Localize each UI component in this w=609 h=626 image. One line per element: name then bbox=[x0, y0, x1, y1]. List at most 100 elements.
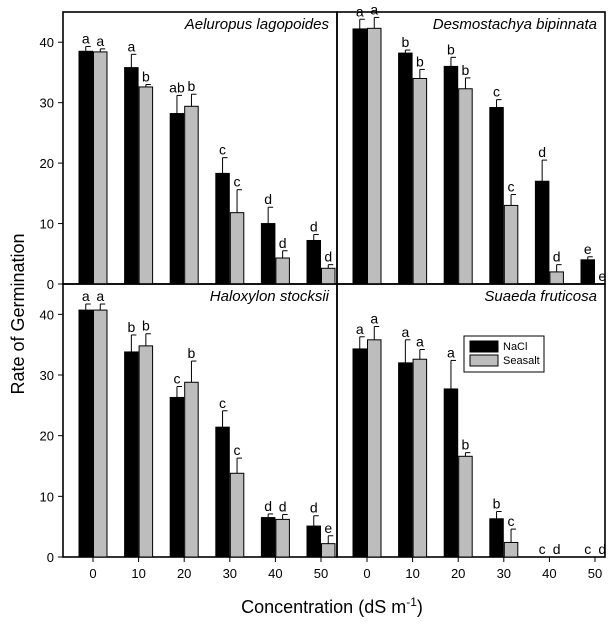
y-axis-title: Rate of Germination bbox=[8, 233, 28, 394]
bar-nacl bbox=[398, 52, 413, 285]
x-tick-label: 40 bbox=[542, 566, 556, 581]
bar-seasalt bbox=[275, 257, 290, 285]
significance-letter: a bbox=[96, 33, 104, 49]
significance-letter: c bbox=[493, 84, 500, 100]
bar-seasalt bbox=[367, 339, 382, 558]
bar-nacl bbox=[398, 362, 413, 558]
y-tick-label: 0 bbox=[47, 277, 54, 292]
significance-letter: b bbox=[142, 69, 150, 85]
significance-letter: a bbox=[370, 1, 378, 17]
x-tick-label: 50 bbox=[588, 566, 602, 581]
bar-nacl bbox=[489, 107, 504, 285]
significance-letter: b bbox=[142, 318, 150, 334]
legend-label-seasalt: Seasalt bbox=[503, 355, 540, 367]
bar-nacl bbox=[443, 65, 459, 285]
significance-letter: a bbox=[401, 324, 409, 340]
bar-seasalt bbox=[229, 472, 245, 558]
significance-letter: d bbox=[538, 144, 546, 160]
x-axis-title-text: Concentration (dS m bbox=[241, 597, 406, 617]
bar-seasalt bbox=[138, 86, 154, 285]
bar-nacl bbox=[352, 348, 367, 558]
bar-seasalt bbox=[93, 309, 108, 558]
x-tick-label: 10 bbox=[405, 566, 419, 581]
significance-letter: d bbox=[324, 249, 332, 265]
significance-letter: c bbox=[584, 541, 591, 557]
bar-nacl bbox=[534, 180, 550, 285]
bar-nacl bbox=[78, 309, 93, 558]
significance-letter: b bbox=[416, 53, 424, 69]
bar-nacl bbox=[306, 525, 321, 558]
panel-title: Desmostachya bipinnata bbox=[433, 16, 597, 33]
significance-letter: c bbox=[173, 371, 180, 387]
y-tick-label: 20 bbox=[40, 429, 54, 444]
significance-letter: d bbox=[264, 498, 272, 514]
significance-letter: d bbox=[553, 541, 561, 557]
x-tick-label: 30 bbox=[223, 566, 237, 581]
x-axis-title-end: ) bbox=[417, 597, 423, 617]
y-tick-label: 20 bbox=[40, 156, 54, 171]
x-tick-label: 50 bbox=[314, 566, 328, 581]
panel-title: Haloxylon stocksii bbox=[210, 288, 330, 305]
x-tick-label: 20 bbox=[177, 566, 191, 581]
significance-letter: c bbox=[219, 142, 226, 158]
significance-letter: d bbox=[279, 235, 287, 251]
significance-letter: d bbox=[310, 218, 318, 234]
bar-nacl bbox=[169, 113, 185, 285]
significance-letter: c bbox=[234, 174, 241, 190]
legend-label-nacl: NaCl bbox=[503, 341, 527, 353]
x-axis-title-sup: -1 bbox=[406, 595, 417, 609]
bar-nacl bbox=[352, 28, 367, 285]
bar-nacl bbox=[169, 396, 185, 558]
bar-seasalt bbox=[275, 518, 290, 558]
significance-letter: a bbox=[82, 30, 90, 46]
y-tick-label: 30 bbox=[40, 368, 54, 383]
bar-seasalt bbox=[503, 204, 519, 285]
bar-nacl bbox=[443, 388, 459, 558]
panel-title: Suaeda fruticosa bbox=[484, 288, 597, 305]
bar-seasalt bbox=[549, 271, 564, 285]
bar-nacl bbox=[489, 518, 504, 558]
y-tick-label: 10 bbox=[40, 217, 54, 232]
significance-letter: a bbox=[356, 321, 364, 337]
x-tick-label: 0 bbox=[89, 566, 96, 581]
y-tick-label: 10 bbox=[40, 489, 54, 504]
bar-seasalt bbox=[321, 267, 336, 285]
significance-letter: d bbox=[264, 191, 272, 207]
x-tick-label: 0 bbox=[363, 566, 370, 581]
significance-letter: b bbox=[401, 34, 409, 50]
legend-swatch-nacl bbox=[469, 340, 499, 353]
significance-letter: ab bbox=[169, 79, 185, 95]
significance-letter: b bbox=[462, 62, 470, 78]
significance-letter: a bbox=[416, 334, 424, 350]
significance-letter: b bbox=[447, 41, 455, 57]
significance-letter: a bbox=[356, 3, 364, 19]
y-tick-label: 40 bbox=[40, 35, 54, 50]
bar-seasalt bbox=[412, 77, 428, 285]
bar-nacl bbox=[215, 426, 230, 558]
panel-title: Aeluropus lagopoides bbox=[184, 16, 330, 33]
significance-letter: b bbox=[188, 345, 196, 361]
significance-letter: e bbox=[324, 520, 332, 536]
significance-letter: c bbox=[508, 179, 515, 195]
legend: NaCl Seasalt bbox=[463, 335, 545, 373]
bar-seasalt bbox=[184, 381, 199, 558]
significance-letter: a bbox=[82, 288, 90, 304]
bar-nacl bbox=[260, 223, 276, 285]
bar-seasalt bbox=[412, 358, 428, 558]
significance-letter: e bbox=[584, 241, 592, 257]
y-tick-label: 30 bbox=[40, 96, 54, 111]
significance-letter: a bbox=[370, 310, 378, 326]
bar-seasalt bbox=[458, 88, 473, 285]
significance-letter: c bbox=[508, 513, 515, 529]
significance-letter: a bbox=[127, 38, 135, 54]
bar-nacl bbox=[260, 517, 276, 558]
y-tick-label: 0 bbox=[47, 550, 54, 565]
bar-seasalt bbox=[93, 51, 108, 285]
bar-seasalt bbox=[321, 543, 336, 558]
x-tick-label: 40 bbox=[268, 566, 282, 581]
significance-letter: c bbox=[219, 395, 226, 411]
